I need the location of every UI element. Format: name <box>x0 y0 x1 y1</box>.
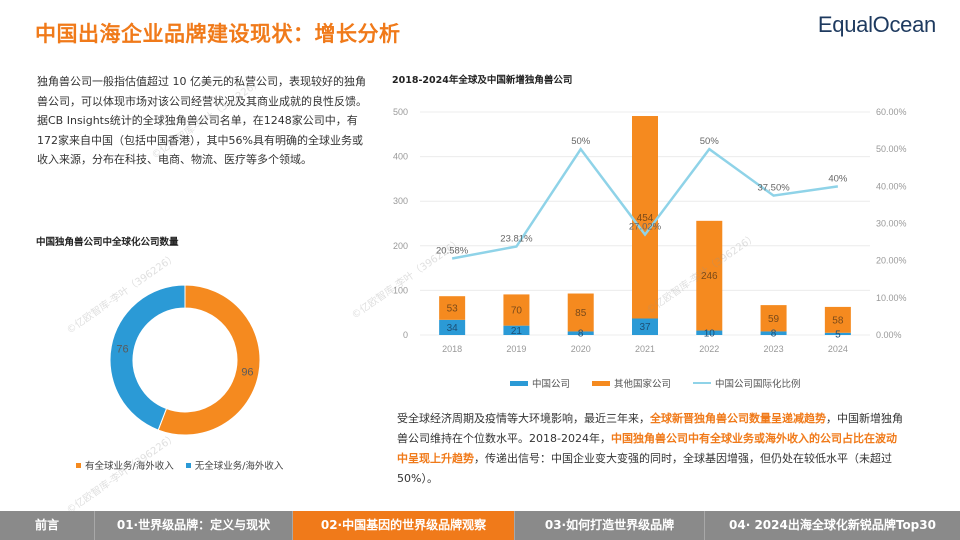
nav-section-03[interactable]: 03·如何打造世界级品牌 <box>515 511 705 540</box>
donut-slice-label-1: 76 <box>116 343 128 355</box>
legend-swatch-blue <box>185 462 191 468</box>
logo-o-icon: O <box>872 12 890 37</box>
x-tick-label: 2018 <box>442 344 462 354</box>
bar-chart-legend: 中国公司 其他国家公司 中国公司国际化比例 <box>510 376 801 390</box>
bar-china <box>439 319 466 335</box>
y2-tick-label: 40.00% <box>876 181 907 191</box>
analysis-text-3: ，传递出信号：中国企业变大变强的同时，全球基因增强，但仍处在较低水平（未超过50… <box>397 452 892 485</box>
x-tick-label: 2020 <box>571 344 591 354</box>
y2-tick-label: 0.00% <box>876 330 902 340</box>
legend-item-global: 有全球业务/海外收入 <box>76 458 174 472</box>
page-title: 中国出海企业品牌建设现状：增长分析 <box>35 22 401 46</box>
logo-text-right: cean <box>889 12 936 37</box>
bar-china <box>503 325 530 335</box>
y-tick-label: 500 <box>393 107 408 117</box>
bar-other <box>567 293 594 332</box>
legend-label-ratio: 中国公司国际化比例 <box>715 379 801 390</box>
x-tick-label: 2019 <box>506 344 526 354</box>
x-tick-label: 2022 <box>699 344 719 354</box>
ratio-label: 23.81% <box>500 234 533 245</box>
ratio-label: 37.50% <box>757 183 790 194</box>
nav-preface[interactable]: 前言 <box>0 511 95 540</box>
donut-chart: 96 76 <box>109 284 261 436</box>
bar-china <box>760 331 787 335</box>
bar-china <box>632 318 658 335</box>
bar-chart-title: 2018-2024年全球及中国新增独角兽公司 <box>392 75 573 86</box>
donut-slice-0 <box>157 284 261 436</box>
legend-swatch-other <box>592 380 611 386</box>
legend-label-global: 有全球业务/海外收入 <box>85 461 174 472</box>
y-tick-label: 200 <box>393 241 408 251</box>
y-tick-label: 100 <box>393 285 408 295</box>
legend-item-ratio: 中国公司国际化比例 <box>693 376 801 390</box>
donut-slice-1 <box>109 284 186 431</box>
y2-tick-label: 30.00% <box>876 219 907 229</box>
legend-label-china: 中国公司 <box>532 379 571 390</box>
bar-china-label: 37 <box>639 322 651 333</box>
y-tick-label: 300 <box>393 196 408 206</box>
nav-section-01[interactable]: 01·世界级品牌：定义与现状 <box>95 511 293 540</box>
y2-tick-label: 20.00% <box>876 256 907 266</box>
bar-china <box>567 331 594 335</box>
legend-item-china: 中国公司 <box>510 376 570 390</box>
bar-other-label: 53 <box>447 304 459 315</box>
combo-chart: 0 100 200 300 400 500 0.00% 10.00% 20.00% 30.00% 4… <box>393 107 907 354</box>
nav-section-02[interactable]: 02·中国基因的世界级品牌观察 <box>293 511 515 540</box>
legend-swatch-china <box>510 380 528 386</box>
bar-other-label: 70 <box>511 306 523 317</box>
analysis-text-2: ，中国新增独角兽公司维持在个位数水平。2018-2024年， <box>397 412 903 445</box>
analysis-text-1: 受全球经济周期及疫情等大环境影响，最近三年来， <box>397 412 650 425</box>
donut-slice-label-0: 96 <box>241 367 253 379</box>
legend-swatch-ratio <box>693 382 712 384</box>
x-tick-label: 2024 <box>828 344 848 354</box>
bar-other-label: 59 <box>768 314 780 325</box>
bar-china <box>696 330 723 335</box>
bar-china-label: 5 <box>835 329 841 340</box>
bar-other-label: 58 <box>832 315 844 326</box>
bar-other <box>439 296 466 320</box>
bar-other <box>632 116 658 319</box>
legend-item-non-global: 无全球业务/海外收入 <box>185 458 284 472</box>
section-nav: 前言 01·世界级品牌：定义与现状 02·中国基因的世界级品牌观察 03·如何打… <box>0 511 960 540</box>
bar-china <box>824 332 851 335</box>
analysis-highlight-2: 中国独角兽公司中有全球业务或海外收入的公司占比在波动中呈现上升趋势 <box>397 432 897 465</box>
equalocean-logo: EqualOcean <box>818 12 936 38</box>
y-tick-label: 0 <box>403 330 408 340</box>
bar-other <box>760 305 787 332</box>
x-tick-label: 2021 <box>635 344 655 354</box>
bar-other-label: 85 <box>575 308 587 319</box>
legend-item-other: 其他国家公司 <box>592 376 671 390</box>
legend-swatch-orange <box>76 462 81 468</box>
bar-other <box>503 294 530 326</box>
bar-other-label: 454 <box>637 213 654 224</box>
analysis-highlight-1: 全球新晋独角兽公司数量呈递减趋势 <box>650 412 826 425</box>
y2-tick-label: 60.00% <box>876 107 907 117</box>
ratio-label: 27.02% <box>629 222 662 233</box>
bar-other <box>824 306 851 333</box>
bar-other <box>696 220 723 331</box>
bar-china-label: 21 <box>511 326 523 337</box>
nav-section-04[interactable]: 04· 2024出海全球化新锐品牌Top30 <box>729 518 936 532</box>
ratio-label: 40% <box>828 173 848 184</box>
logo-text-left: Equal <box>817 12 873 37</box>
ratio-label: 50% <box>571 136 591 147</box>
ratio-label: 50% <box>700 136 720 147</box>
bar-china-label: 10 <box>704 328 716 339</box>
donut-legend: 有全球业务/海外收入 无全球业务/海外收入 <box>76 458 283 472</box>
y-tick-label: 400 <box>393 152 408 162</box>
bar-other-label: 246 <box>701 271 718 282</box>
legend-label-non-global: 无全球业务/海外收入 <box>194 461 284 472</box>
bar-china-label: 34 <box>447 323 459 334</box>
y2-tick-label: 10.00% <box>876 293 907 303</box>
analysis-paragraph: 受全球经济周期及疫情等大环境影响，最近三年来，全球新晋独角兽公司数量呈递减趋势，… <box>397 409 907 489</box>
bar-china-label: 8 <box>771 329 777 340</box>
donut-chart-title: 中国独角兽公司中全球化公司数量 <box>36 237 179 248</box>
bar-china-label: 8 <box>578 329 584 340</box>
ratio-label: 20.58% <box>436 246 469 257</box>
y2-tick-label: 50.00% <box>876 144 907 154</box>
ratio-line <box>451 146 839 260</box>
legend-label-other: 其他国家公司 <box>614 379 672 390</box>
x-tick-label: 2023 <box>764 344 784 354</box>
intro-paragraph: 独角兽公司一般指估值超过 10 亿美元的私营公司，表现较好的独角兽公司，可以体现… <box>37 75 367 166</box>
